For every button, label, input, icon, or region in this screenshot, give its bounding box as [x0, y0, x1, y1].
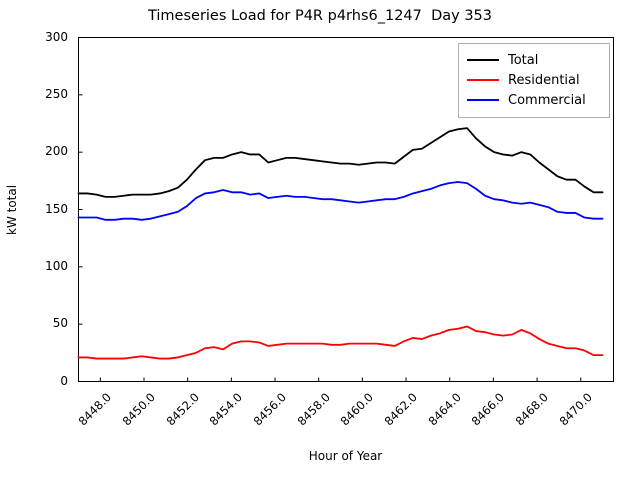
legend-item-total[interactable]: Total	[467, 50, 601, 70]
tick-marks	[78, 37, 582, 382]
series-line-commercial	[77, 181, 604, 221]
legend-item-commercial[interactable]: Commercial	[467, 90, 601, 110]
y-tick-label: 50	[52, 316, 68, 331]
page-title: Timeseries Load for P4R p4rhs6_1247 Day …	[147, 8, 493, 24]
y-tick-label: 100	[45, 258, 68, 273]
y-tick-label: 300	[45, 29, 68, 44]
legend-swatch-icon	[467, 59, 499, 61]
y-tick-label: 0	[60, 373, 68, 388]
y-tick-label: 150	[45, 201, 68, 216]
legend-item-label: Commercial	[508, 92, 586, 108]
y-tick-label: 250	[45, 86, 68, 101]
legend-item-label: Total	[508, 52, 539, 68]
y-tick-label: 200	[45, 144, 68, 159]
series-line-total	[77, 127, 604, 198]
legend-item-label: Residential	[508, 72, 580, 88]
series-line-residential	[77, 325, 604, 360]
legend: Total Residential Commercial	[458, 43, 610, 118]
legend-item-residential[interactable]: Residential	[467, 70, 601, 90]
x-axis-label: Hour of Year	[308, 449, 383, 463]
legend-swatch-icon	[467, 99, 499, 101]
legend-swatch-icon	[467, 79, 499, 81]
data-series-layer	[77, 127, 604, 360]
